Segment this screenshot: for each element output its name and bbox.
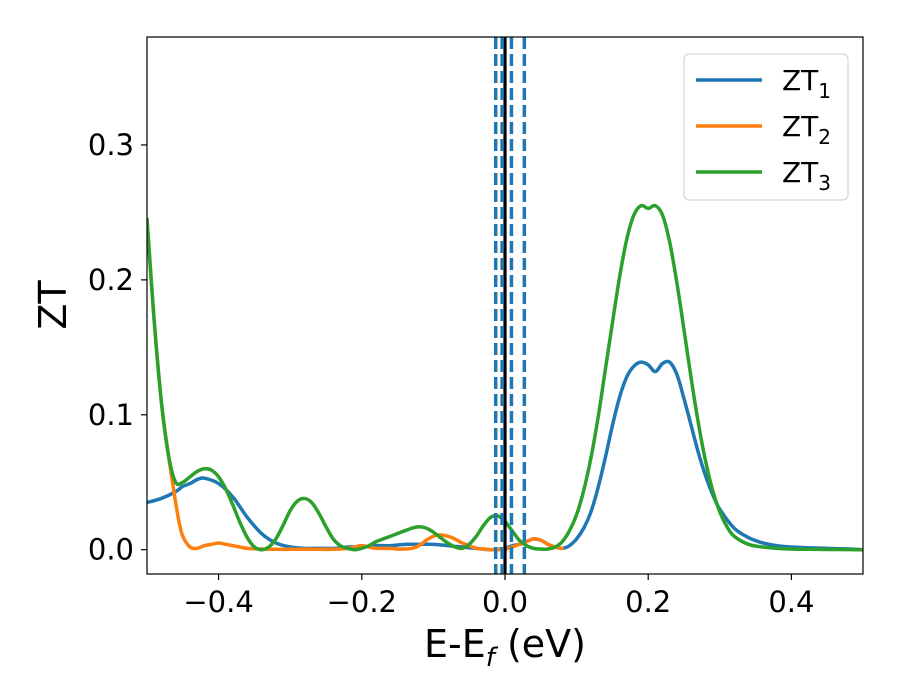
legend: ZT1 ZT2 ZT3 xyxy=(683,53,849,201)
y-tick-label: 0.3 xyxy=(88,128,134,162)
y-tick-label: 0.1 xyxy=(88,398,134,432)
x-tick-label: 0.0 xyxy=(482,585,528,619)
x-axis: −0.4 −0.2 0.0 0.2 0.4 xyxy=(183,574,814,619)
legend-label-zt3: ZT3 xyxy=(782,156,831,195)
legend-items: ZT1 ZT2 ZT3 xyxy=(696,64,831,195)
legend-label-zt1: ZT1 xyxy=(782,64,831,103)
series-line-zt3 xyxy=(147,203,863,552)
legend-label-zt2: ZT2 xyxy=(782,110,831,149)
y-tick-label: 0.2 xyxy=(88,263,134,297)
y-axis: 0.0 0.1 0.2 0.3 xyxy=(88,128,147,567)
reference-lines xyxy=(493,37,527,574)
x-axis-label-unit: (eV) xyxy=(495,622,586,666)
x-tick-label: −0.4 xyxy=(183,585,253,619)
x-axis-label: E-Ef (eV) xyxy=(424,622,586,673)
x-tick-label: 0.4 xyxy=(768,585,814,619)
x-tick-label: 0.2 xyxy=(625,585,671,619)
y-axis-label: ZT xyxy=(31,280,75,330)
x-axis-label-main: E-E xyxy=(424,622,486,666)
x-tick-label: −0.2 xyxy=(327,585,397,619)
legend-box xyxy=(683,53,849,201)
y-tick-label: 0.0 xyxy=(88,533,134,567)
